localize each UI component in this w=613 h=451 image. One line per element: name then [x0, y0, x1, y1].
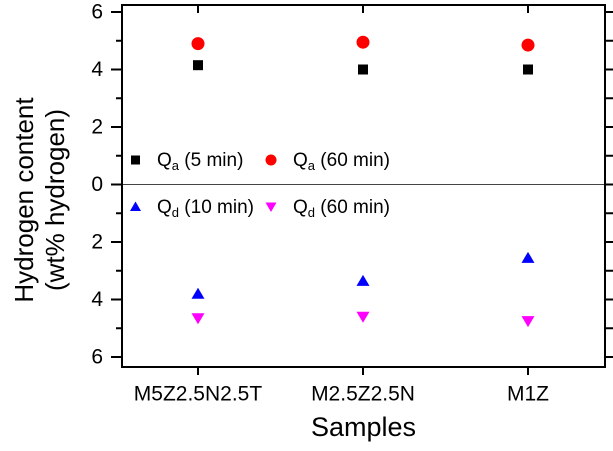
x-tick-label-m1z: M1Z	[507, 383, 549, 406]
y-tick-label: 4	[91, 58, 103, 81]
y-axis-title-line1: Hydrogen content	[9, 97, 39, 303]
legend-item-qa-5min: Qa (5 min)	[131, 150, 243, 173]
legend-item-qa-60min: Qa (60 min)	[265, 150, 390, 173]
marker-circle-M5Z2.5N2.5T	[191, 37, 205, 51]
legend-marker-triangle-up	[130, 201, 141, 211]
plot-frame	[121, 4, 606, 368]
x-axis-title: Samples	[311, 412, 416, 442]
legend-item-qd-60min: Qd (60 min)	[265, 197, 390, 220]
y-axis-title-line2: (wt% hydrogen)	[40, 109, 70, 291]
marker-circle-M1Z	[521, 38, 535, 52]
marker-square-M1Z	[523, 64, 533, 75]
y-tick-label: 2	[91, 231, 103, 254]
marker-triangle-up-M2.5Z2.5N	[356, 274, 370, 286]
legend-item-qd-10min: Qd (10 min)	[130, 197, 254, 220]
legend-label: Qd (10 min)	[157, 197, 254, 220]
marker-triangle-up-M1Z	[521, 251, 535, 263]
x-tick-label-m5z: M5Z2.5N2.5T	[134, 383, 263, 406]
y-tick-label: 4	[91, 288, 103, 311]
y-tick-label: 2	[91, 116, 103, 139]
legend-label: Qd (60 min)	[293, 197, 390, 220]
marker-circle-M2.5Z2.5N	[356, 35, 370, 49]
marker-square-M2.5Z2.5N	[358, 64, 368, 75]
legend-marker-square	[131, 155, 140, 165]
legend-marker-triangle-down	[265, 202, 277, 212]
marker-square-M5Z2.5N2.5T	[193, 60, 203, 71]
x-tick-label-m25z: M2.5Z2.5N	[311, 383, 415, 406]
legend-label: Qa (5 min)	[157, 150, 243, 173]
y-tick-label: 0	[91, 173, 103, 196]
legend-label: Qa (60 min)	[293, 150, 390, 173]
marker-triangle-down-M1Z	[521, 316, 535, 328]
data-markers	[191, 35, 535, 328]
marker-triangle-down-M5Z2.5N2.5T	[191, 313, 205, 325]
marker-triangle-up-M5Z2.5N2.5T	[191, 287, 205, 299]
marker-triangle-down-M2.5Z2.5N	[356, 311, 370, 323]
y-tick-label: 6	[91, 1, 103, 24]
y-tick-label: 6	[91, 346, 103, 369]
legend-marker-circle	[265, 154, 277, 166]
